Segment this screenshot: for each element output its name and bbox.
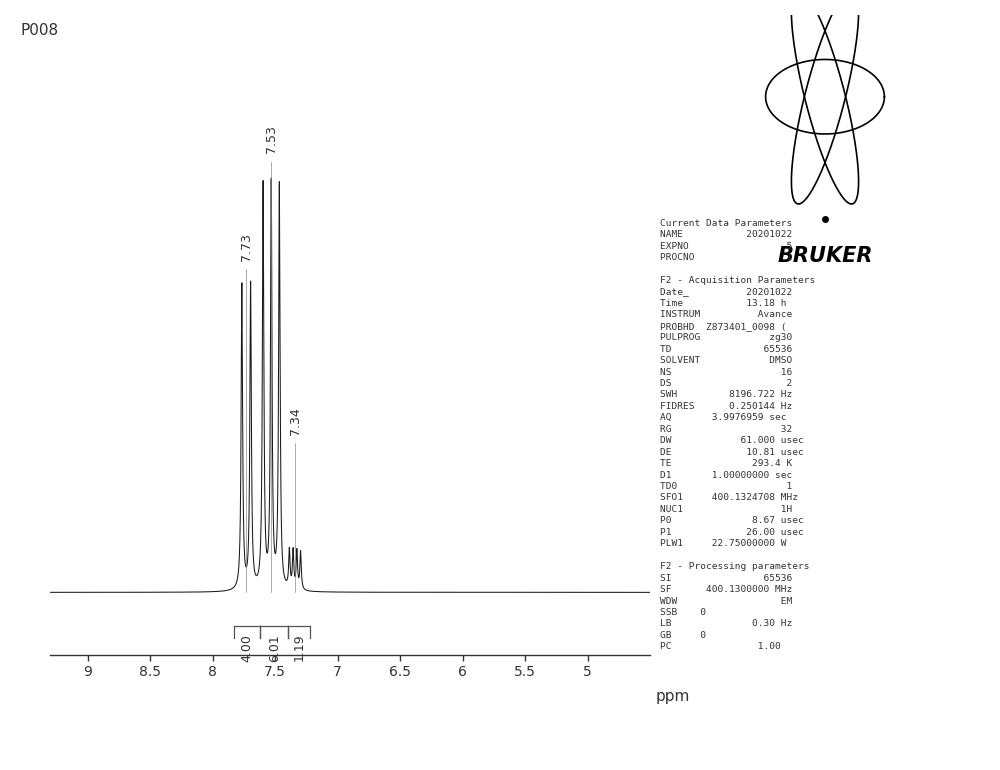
Text: 1.19: 1.19 bbox=[292, 634, 305, 661]
Text: P008: P008 bbox=[20, 23, 58, 38]
Text: 7.53: 7.53 bbox=[265, 126, 278, 153]
Text: 7.73: 7.73 bbox=[240, 233, 253, 261]
Text: 7.34: 7.34 bbox=[289, 407, 302, 435]
Text: Current Data Parameters
NAME           20201022
EXPNO                 5
PROCNO  : Current Data Parameters NAME 20201022 EX… bbox=[660, 219, 815, 651]
Text: 6.01: 6.01 bbox=[268, 634, 281, 661]
Text: 4.00: 4.00 bbox=[240, 634, 253, 661]
Text: ppm: ppm bbox=[656, 689, 690, 704]
Text: BRUKER: BRUKER bbox=[777, 246, 873, 266]
